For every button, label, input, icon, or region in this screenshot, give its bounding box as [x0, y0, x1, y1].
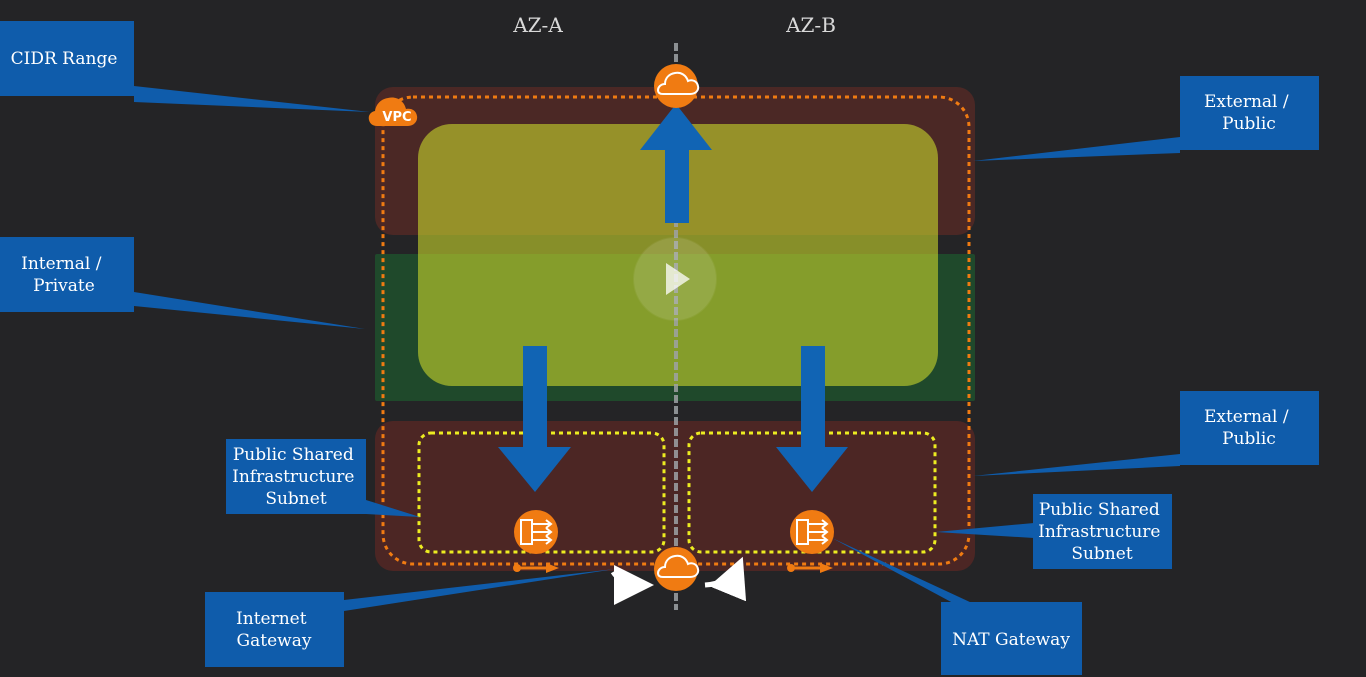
cidr-range-label: CIDR Range [11, 49, 118, 69]
public-subnet-left-pointer [366, 500, 420, 517]
vpc-badge-label: VPC [382, 110, 411, 125]
internet-gateway-icon [654, 547, 700, 591]
igw-right-curve-arrow [704, 556, 747, 602]
internet-gateway-callout [205, 592, 344, 667]
internal-private-pointer [134, 292, 365, 329]
external-public-bottom-callout [1180, 391, 1319, 465]
internet-gateway-label: Internet Gateway [236, 609, 312, 651]
az-a-label: AZ-A [512, 13, 563, 37]
public-subnet-right-callout [1033, 494, 1172, 569]
public-subnet-right-label: Public Shared Infrastructure Subnet [1038, 500, 1166, 564]
external-public-top-callout [1180, 76, 1319, 150]
external-public-bottom-label: External / Public [1204, 407, 1294, 449]
nat-gateway-callout [941, 602, 1082, 675]
external-public-top-pointer [973, 137, 1180, 161]
downward-arrow-az-a [498, 346, 571, 492]
internet-gateway-pointer [344, 569, 615, 611]
cidr-range-pointer [134, 86, 370, 112]
nat-gateway-icon-az-b [790, 510, 834, 554]
nat-gateway-pointer [832, 538, 972, 603]
public-subnet-left-label: Public Shared Infrastructure Subnet [232, 445, 360, 509]
external-public-bottom-pointer [973, 454, 1180, 476]
vpc-cloud-badge: VPC [368, 97, 418, 126]
external-public-top-label: External / Public [1204, 92, 1294, 134]
upward-internet-arrow [640, 104, 712, 223]
az-b-label: AZ-B [785, 13, 836, 37]
public-subnet-right-pointer [936, 523, 1034, 538]
internet-cloud-icon-top [654, 64, 700, 108]
video-play-button[interactable] [633, 237, 717, 321]
internal-private-label: Internal / Private [21, 254, 107, 296]
internal-private-callout [0, 237, 134, 312]
igw-left-curve-arrow [610, 564, 654, 605]
downward-arrow-az-b [776, 346, 848, 492]
route-arrow-az-a [513, 563, 559, 573]
nat-gateway-label: NAT Gateway [952, 630, 1070, 650]
cidr-range-callout [0, 21, 134, 96]
public-subnet-left-callout [226, 439, 366, 514]
route-arrow-az-b [787, 563, 833, 573]
public-subnet-az-a [417, 431, 666, 554]
nat-gateway-icon-az-a [514, 510, 558, 554]
